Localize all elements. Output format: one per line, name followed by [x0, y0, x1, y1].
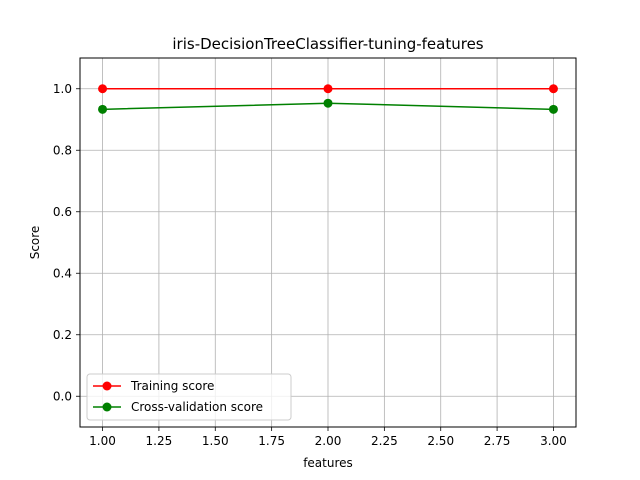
y-tick-label: 0.4: [53, 266, 72, 280]
legend-item-training: Training score: [93, 379, 214, 393]
x-tick-label: 2.50: [427, 434, 454, 448]
x-tick-label: 1.00: [89, 434, 116, 448]
legend-item-cross-validation: Cross-validation score: [93, 400, 263, 414]
x-tick-label: 2.25: [371, 434, 398, 448]
legend: Training score Cross-validation score: [86, 373, 292, 421]
legend-label-cross-validation: Cross-validation score: [131, 400, 263, 414]
data-point-cross-validation: [98, 104, 108, 114]
y-tick-label: 1.0: [53, 82, 72, 96]
data-point-training: [323, 84, 333, 94]
x-tick-label: 2.00: [315, 434, 342, 448]
legend-marker-training: [102, 381, 112, 391]
x-axis-label: features: [303, 456, 353, 470]
y-tick-label: 0.2: [53, 328, 72, 342]
y-tick-label: 0.0: [53, 389, 72, 403]
chart-title: iris-DecisionTreeClassifier-tuning-featu…: [172, 35, 483, 53]
ticks: 1.00 1.25 1.50 1.75 2.00 2.25 2.50 2.75 3.00 0.0 0…: [53, 82, 567, 448]
series-layer: [98, 84, 558, 114]
data-point-cross-validation: [323, 98, 333, 108]
x-tick-label: 3.00: [540, 434, 567, 448]
legend-marker-cross-validation: [102, 402, 112, 412]
data-point-training: [98, 84, 108, 94]
y-tick-label: 0.6: [53, 205, 72, 219]
grid: [80, 58, 576, 427]
legend-box: [86, 373, 292, 421]
data-point-training: [548, 84, 558, 94]
x-tick-label: 1.50: [202, 434, 229, 448]
y-axis-label: Score: [28, 226, 42, 260]
x-tick-label: 2.75: [484, 434, 511, 448]
x-tick-label: 1.75: [258, 434, 285, 448]
data-point-cross-validation: [548, 104, 558, 114]
legend-label-training: Training score: [130, 379, 214, 393]
x-tick-label: 1.25: [146, 434, 173, 448]
y-tick-label: 0.8: [53, 143, 72, 157]
